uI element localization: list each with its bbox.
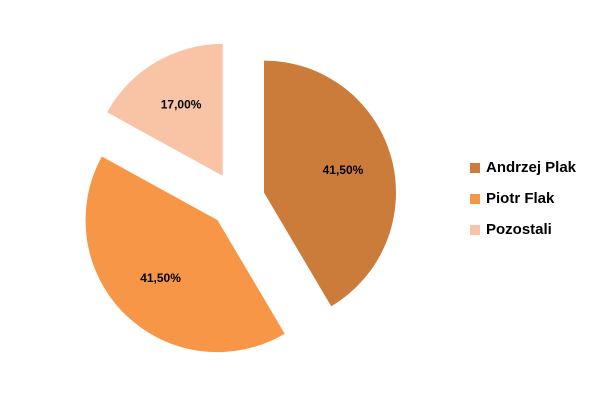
slice-label: 41,50% (323, 163, 364, 177)
slice-label: 17,00% (161, 98, 202, 112)
slice-label: 41,50% (140, 271, 181, 285)
pie-slice (107, 43, 223, 176)
legend-swatch (470, 163, 480, 173)
pie-slice (85, 156, 285, 353)
legend-swatch (470, 194, 480, 204)
pie-slice (264, 60, 397, 307)
legend-label: Andrzej Plak (486, 159, 577, 176)
legend-swatch (470, 225, 480, 235)
legend-label: Piotr Flak (486, 190, 555, 207)
legend-label: Pozostali (486, 221, 552, 238)
